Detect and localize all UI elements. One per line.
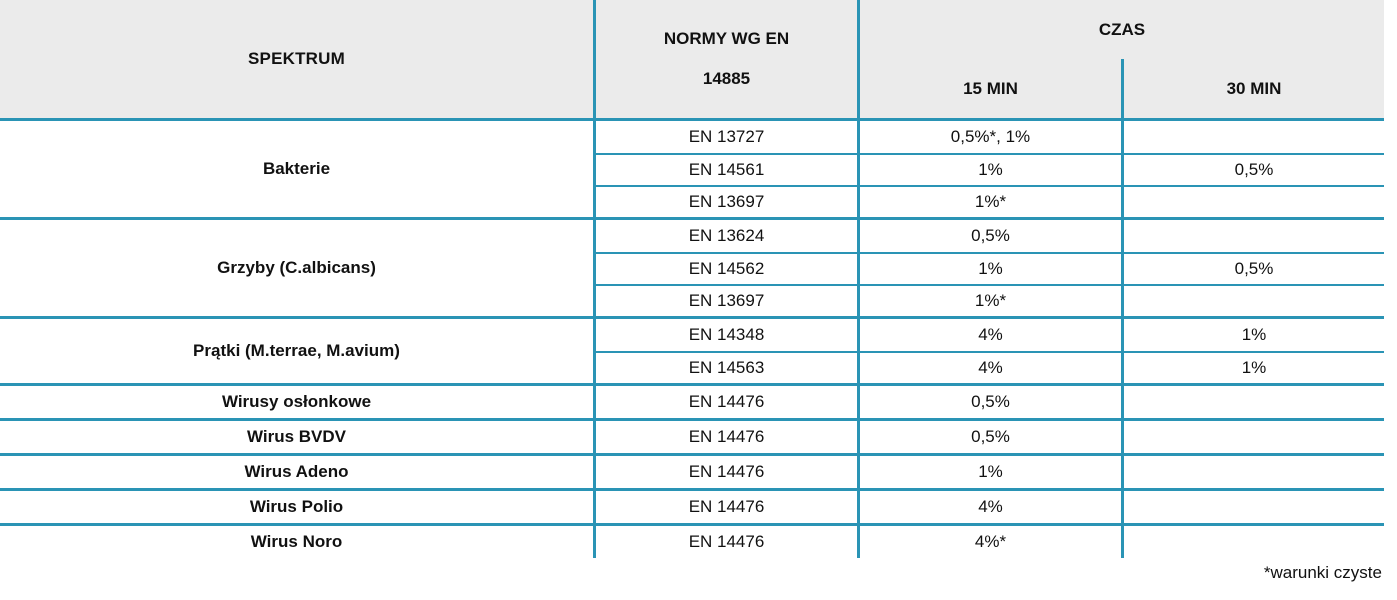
header-czas-label: CZAS	[1098, 19, 1146, 39]
norm-cell: EN 13727	[596, 121, 860, 153]
norm-cell: EN 14476	[596, 491, 860, 523]
section-bakterie: Bakterie EN 13727 0,5%*, 1% EN 14561 1% …	[0, 121, 1384, 220]
header-cell-czas: CZAS 15 MIN 30 MIN	[860, 0, 1384, 118]
value-15min-cell: 1%	[860, 254, 1124, 284]
value-30min-cell	[1124, 456, 1384, 488]
norm-cell: EN 13697	[596, 187, 860, 217]
table-header-row: SPEKTRUM NORMY WG EN 14885 CZAS 15 MIN 3…	[0, 0, 1384, 121]
norm-cell: EN 14561	[596, 155, 860, 185]
value-30min-cell: 0,5%	[1234, 160, 1274, 179]
norm-cell: EN 13624	[596, 220, 860, 252]
value-30min-cell	[1124, 421, 1384, 453]
value-15min-cell: 1%*	[860, 187, 1124, 217]
header-normy-line2: 14885	[702, 69, 751, 88]
subheader-15min: 15 MIN	[860, 59, 1124, 118]
value-15min-cell: 4%	[860, 491, 1124, 523]
spektrum-cell: Bakterie	[0, 121, 596, 217]
spectrum-table: SPEKTRUM NORMY WG EN 14885 CZAS 15 MIN 3…	[0, 0, 1384, 582]
table-row: EN 14561 1% 0,5%	[596, 153, 1384, 185]
norm-cell: EN 14476	[596, 421, 860, 453]
value-15min-cell: 0,5%*, 1%	[860, 121, 1124, 153]
value-30min-cell	[1124, 220, 1384, 252]
norm-cell: EN 14476	[596, 526, 860, 558]
spektrum-cell: Grzyby (C.albicans)	[0, 220, 596, 316]
value-15min-cell: 1%	[860, 155, 1124, 185]
header-cell-normy: NORMY WG EN 14885	[596, 0, 860, 118]
spektrum-cell: Prątki (M.terrae, M.avium)	[0, 319, 596, 383]
subheader-30min: 30 MIN	[1226, 78, 1282, 98]
value-30min-cell	[1124, 121, 1384, 153]
table-row: EN 14476 4%*	[596, 526, 1384, 558]
value-15min-cell: 1%	[860, 456, 1124, 488]
value-30min-cell	[1124, 386, 1384, 418]
value-30min-cell	[1124, 526, 1384, 558]
spektrum-cell: Wirus Noro	[0, 526, 596, 558]
table-row: EN 14476 1%	[596, 456, 1384, 488]
table-row: EN 14476 4%	[596, 491, 1384, 523]
value-15min-cell: 4%	[860, 353, 1124, 383]
header-czas-subrow: 15 MIN 30 MIN	[860, 59, 1384, 118]
table-row: EN 13697 1%*	[596, 185, 1384, 217]
spektrum-cell: Wirus Polio	[0, 491, 596, 523]
value-15min-cell: 0,5%	[860, 220, 1124, 252]
section-wirus-bvdv: Wirus BVDV EN 14476 0,5%	[0, 421, 1384, 456]
table-row: EN 13624 0,5%	[596, 220, 1384, 252]
section-wirus-polio: Wirus Polio EN 14476 4%	[0, 491, 1384, 526]
section-wirus-adeno: Wirus Adeno EN 14476 1%	[0, 456, 1384, 491]
norm-cell: EN 14348	[596, 319, 860, 351]
table-row: EN 14476 0,5%	[596, 386, 1384, 418]
table-row: EN 14562 1% 0,5%	[596, 252, 1384, 284]
footnote: *warunki czyste	[1263, 563, 1382, 582]
value-30min-cell	[1124, 491, 1384, 523]
norm-cell: EN 13697	[596, 286, 860, 316]
section-wirusy-oslonkowe: Wirusy osłonkowe EN 14476 0,5%	[0, 386, 1384, 421]
spektrum-cell: Wirus Adeno	[0, 456, 596, 488]
header-normy-line1: NORMY WG EN	[663, 29, 790, 49]
header-cell-spektrum: SPEKTRUM	[0, 0, 596, 118]
value-15min-cell: 1%*	[860, 286, 1124, 316]
table-body: Bakterie EN 13727 0,5%*, 1% EN 14561 1% …	[0, 121, 1384, 558]
value-15min-cell: 4%	[860, 319, 1124, 351]
value-30min-cell: 0,5%	[1234, 259, 1274, 278]
value-30min-cell: 1%	[1241, 325, 1267, 344]
value-30min-cell: 1%	[1241, 358, 1267, 377]
table-row: EN 14476 0,5%	[596, 421, 1384, 453]
table-row: EN 14348 4% 1%	[596, 319, 1384, 351]
norm-cell: EN 14563	[596, 353, 860, 383]
section-grzyby: Grzyby (C.albicans) EN 13624 0,5% EN 145…	[0, 220, 1384, 319]
norm-cell: EN 14476	[596, 386, 860, 418]
spektrum-cell: Wirus BVDV	[0, 421, 596, 453]
value-15min-cell: 4%*	[860, 526, 1124, 558]
table-row: EN 13697 1%*	[596, 284, 1384, 316]
norm-cell: EN 14476	[596, 456, 860, 488]
value-30min-cell	[1124, 187, 1384, 217]
value-30min-cell	[1124, 286, 1384, 316]
section-pratki: Prątki (M.terrae, M.avium) EN 14348 4% 1…	[0, 319, 1384, 386]
section-wirus-noro: Wirus Noro EN 14476 4%*	[0, 526, 1384, 558]
value-15min-cell: 0,5%	[860, 386, 1124, 418]
table-row: EN 14563 4% 1%	[596, 351, 1384, 383]
norm-cell: EN 14562	[596, 254, 860, 284]
table-row: EN 13727 0,5%*, 1%	[596, 121, 1384, 153]
value-15min-cell: 0,5%	[860, 421, 1124, 453]
spektrum-cell: Wirusy osłonkowe	[0, 386, 596, 418]
